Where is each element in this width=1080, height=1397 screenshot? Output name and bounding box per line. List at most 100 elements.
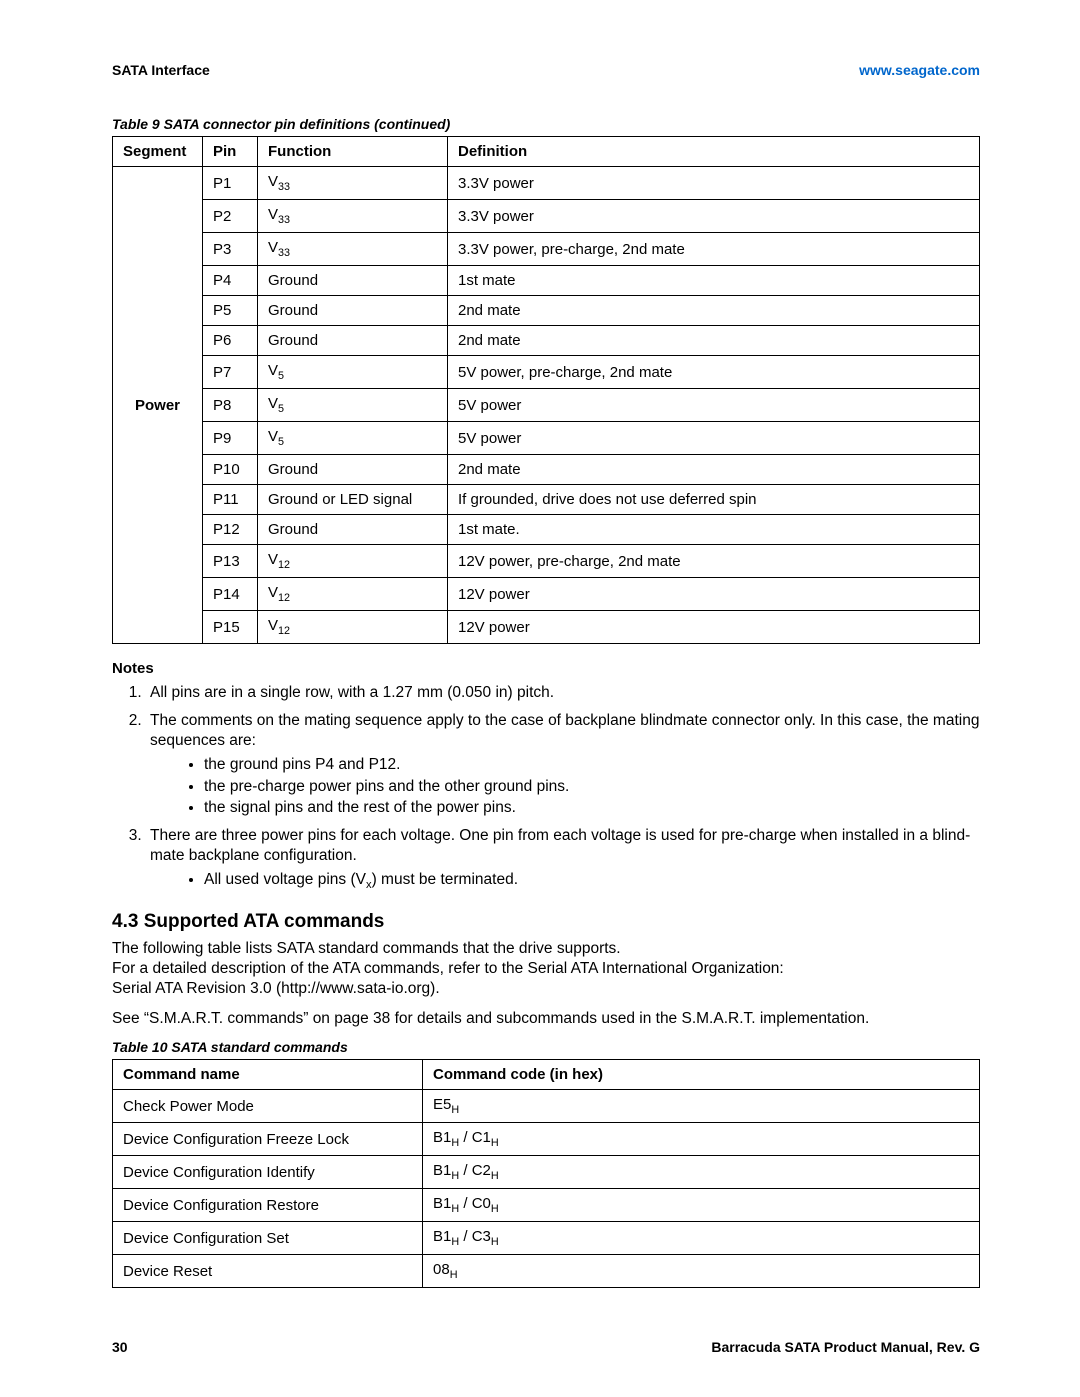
pin-cell: P5 [203,296,258,326]
note-3-pre: All used voltage pins (V [204,871,366,888]
note-1: All pins are in a single row, with a 1.2… [146,683,980,703]
func-cell: V12 [258,545,448,578]
def-cell: 1st mate [448,266,980,296]
th-pin: Pin [203,137,258,167]
note-2-text: The comments on the mating sequence appl… [150,712,979,749]
notes-list: All pins are in a single row, with a 1.2… [112,683,980,893]
table-row: Check Power ModeE5H [113,1090,980,1123]
cmd-name-cell: Check Power Mode [113,1090,423,1123]
def-cell: 2nd mate [448,296,980,326]
table-row: PowerP1V333.3V power [113,167,980,200]
def-cell: 3.3V power, pre-charge, 2nd mate [448,233,980,266]
pin-cell: P3 [203,233,258,266]
footer-page-number: 30 [112,1339,128,1355]
note-3-bullet: All used voltage pins (Vx) must be termi… [204,870,980,893]
note-2-bullet: the signal pins and the rest of the powe… [204,798,980,818]
def-cell: 2nd mate [448,455,980,485]
func-cell: V33 [258,233,448,266]
def-cell: 12V power [448,611,980,644]
table-row: P8V55V power [113,389,980,422]
table-row: P11Ground or LED signalIf grounded, driv… [113,485,980,515]
table-row: Device Configuration SetB1H / C3H [113,1222,980,1255]
note-3: There are three power pins for each volt… [146,826,980,893]
note-3-text: There are three power pins for each volt… [150,827,970,864]
section-para-2: See “S.M.A.R.T. commands” on page 38 for… [112,1009,980,1029]
th-command-code: Command code (in hex) [423,1060,980,1090]
pin-cell: P15 [203,611,258,644]
def-cell: 2nd mate [448,326,980,356]
th-function: Function [258,137,448,167]
pin-cell: P12 [203,515,258,545]
cmd-name-cell: Device Configuration Restore [113,1189,423,1222]
header-right-link[interactable]: www.seagate.com [859,62,980,78]
notes-heading: Notes [112,660,980,677]
table-row: P5Ground2nd mate [113,296,980,326]
th-definition: Definition [448,137,980,167]
cmd-name-cell: Device Configuration Identify [113,1156,423,1189]
func-cell: Ground [258,515,448,545]
func-cell: V33 [258,167,448,200]
cmd-code-cell: B1H / C1H [423,1123,980,1156]
note-3-post: ) must be terminated. [372,871,518,888]
func-cell: V5 [258,422,448,455]
cmd-name-cell: Device Reset [113,1255,423,1288]
table-row: Device Reset08H [113,1255,980,1288]
cmd-code-cell: B1H / C2H [423,1156,980,1189]
def-cell: 1st mate. [448,515,980,545]
table-row: P9V55V power [113,422,980,455]
table-row: Device Configuration RestoreB1H / C0H [113,1189,980,1222]
pin-cell: P11 [203,485,258,515]
pin-cell: P13 [203,545,258,578]
section-p2: For a detailed description of the ATA co… [112,960,784,977]
table-row: P12Ground1st mate. [113,515,980,545]
pin-cell: P6 [203,326,258,356]
def-cell: 5V power [448,422,980,455]
footer-doc-title: Barracuda SATA Product Manual, Rev. G [711,1339,980,1355]
note-2: The comments on the mating sequence appl… [146,711,980,818]
table1-caption: Table 9 SATA connector pin definitions (… [112,116,980,132]
section-p3: Serial ATA Revision 3.0 (http://www.sata… [112,980,440,997]
header-left: SATA Interface [112,62,210,78]
table-pin-definitions: Segment Pin Function Definition PowerP1V… [112,136,980,644]
table-row: Device Configuration IdentifyB1H / C2H [113,1156,980,1189]
table-row: P4Ground1st mate [113,266,980,296]
pin-cell: P1 [203,167,258,200]
pin-cell: P14 [203,578,258,611]
cmd-code-cell: B1H / C0H [423,1189,980,1222]
func-cell: V12 [258,611,448,644]
pin-cell: P9 [203,422,258,455]
func-cell: V12 [258,578,448,611]
def-cell: 3.3V power [448,167,980,200]
cmd-name-cell: Device Configuration Freeze Lock [113,1123,423,1156]
func-cell: Ground [258,455,448,485]
table2-caption: Table 10 SATA standard commands [112,1039,980,1055]
func-cell: Ground or LED signal [258,485,448,515]
note-2-bullet: the ground pins P4 and P12. [204,755,980,775]
cmd-code-cell: 08H [423,1255,980,1288]
segment-cell: Power [113,167,203,644]
section-heading: 4.3 Supported ATA commands [112,911,980,933]
table-row: Device Configuration Freeze LockB1H / C1… [113,1123,980,1156]
table-row: P15V1212V power [113,611,980,644]
table-row: P6Ground2nd mate [113,326,980,356]
func-cell: V5 [258,389,448,422]
cmd-code-cell: E5H [423,1090,980,1123]
pin-cell: P10 [203,455,258,485]
def-cell: 5V power, pre-charge, 2nd mate [448,356,980,389]
th-command-name: Command name [113,1060,423,1090]
cmd-code-cell: B1H / C3H [423,1222,980,1255]
def-cell: 5V power [448,389,980,422]
func-cell: Ground [258,266,448,296]
table-row: P3V333.3V power, pre-charge, 2nd mate [113,233,980,266]
def-cell: 12V power, pre-charge, 2nd mate [448,545,980,578]
func-cell: V5 [258,356,448,389]
table-row: P13V1212V power, pre-charge, 2nd mate [113,545,980,578]
table-row: P7V55V power, pre-charge, 2nd mate [113,356,980,389]
pin-cell: P4 [203,266,258,296]
page-header: SATA Interface www.seagate.com [112,62,980,78]
table-row: P14V1212V power [113,578,980,611]
note-2-bullet: the pre-charge power pins and the other … [204,777,980,797]
pin-cell: P7 [203,356,258,389]
func-cell: Ground [258,326,448,356]
pin-cell: P2 [203,200,258,233]
